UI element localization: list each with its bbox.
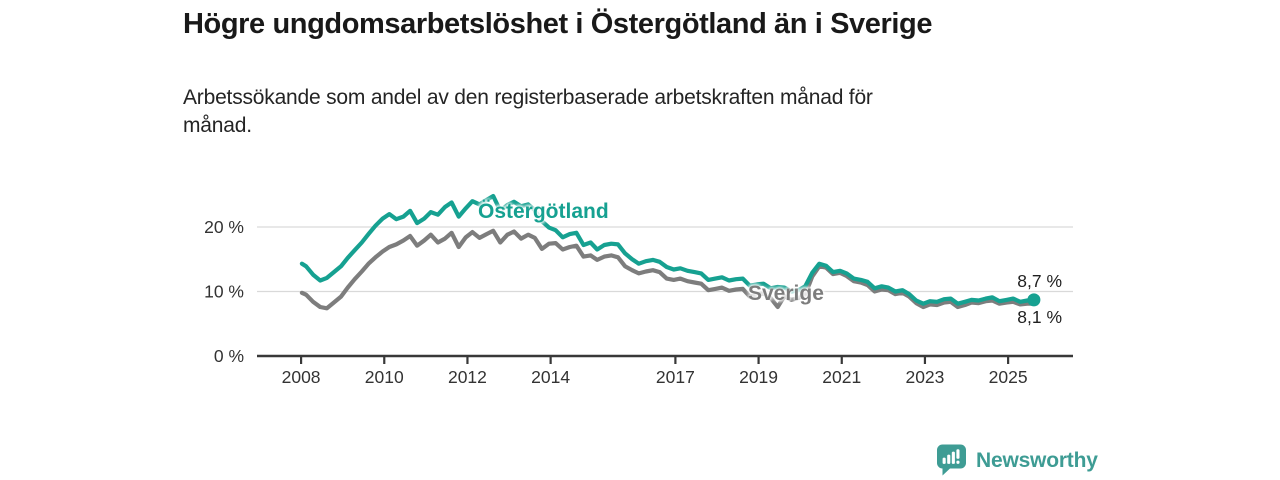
y-tick-label-10: 10 % <box>204 281 244 301</box>
x-tick-label-2019: 2019 <box>739 367 778 387</box>
bar-chart-speech-bubble-icon <box>937 444 966 476</box>
brand-name: Newsworthy <box>976 448 1098 472</box>
x-tick-label-2021: 2021 <box>822 367 861 387</box>
x-tick-label-2014: 2014 <box>531 367 570 387</box>
end-dot-ostergotland <box>1027 293 1041 307</box>
x-tick-label-2017: 2017 <box>656 367 695 387</box>
x-tick-label-2010: 2010 <box>365 367 404 387</box>
x-tick-label-2012: 2012 <box>448 367 487 387</box>
chart-subtitle: Arbetssökande som andel av den registerb… <box>183 86 873 137</box>
series-label-sverige: Sverige <box>748 282 824 305</box>
y-tick-label-20: 20 % <box>204 217 244 237</box>
newsworthy-logo[interactable]: Newsworthy <box>936 444 1098 477</box>
x-tick-label-2008: 2008 <box>282 367 321 387</box>
x-tick-label-2023: 2023 <box>905 367 944 387</box>
y-tick-label-0: 0 % <box>214 346 244 366</box>
series-label-ostergotland: Östergötland <box>478 200 609 223</box>
end-value-ostergotland: 8,7 % <box>1017 271 1062 291</box>
end-value-sverige: 8,1 % <box>1017 307 1062 327</box>
x-tick-label-2025: 2025 <box>989 367 1028 387</box>
line-ostergotland <box>299 193 1037 306</box>
chart-title: Högre ungdomsarbetslöshet i Östergötland… <box>183 8 933 40</box>
